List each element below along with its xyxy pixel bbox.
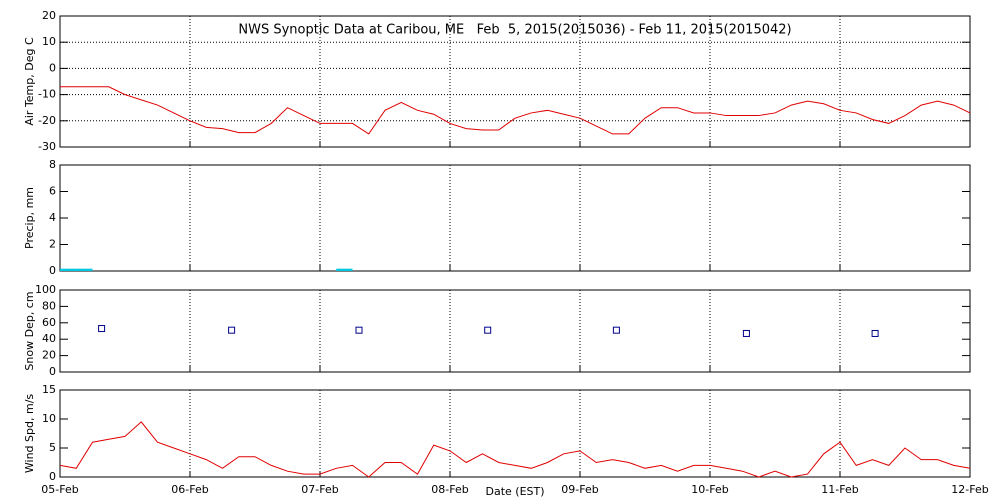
point [355, 326, 363, 334]
x-tick-label: 11-Feb [821, 483, 858, 496]
y-tick-label: 2 [49, 238, 56, 251]
bar [76, 268, 93, 271]
y-tick-label: 0 [49, 470, 56, 483]
y-tick-label: 40 [42, 332, 56, 345]
x-tick-label: 08-Feb [431, 483, 468, 496]
point [612, 326, 620, 334]
y-tick-label: 60 [42, 316, 56, 329]
y-tick-label: 10 [42, 412, 56, 425]
y-tick-label: 10 [42, 35, 56, 48]
point [98, 325, 106, 333]
y-tick-label: 0 [49, 365, 56, 378]
x-tick-label: 12-Feb [951, 483, 988, 496]
y-tick-label: 15 [42, 383, 56, 396]
x-tick-label: 07-Feb [301, 483, 338, 496]
y-tick-label: 20 [42, 349, 56, 362]
point [742, 329, 750, 337]
data-line [60, 86, 971, 135]
y-tick-label: 80 [42, 299, 56, 312]
plot-frame [59, 15, 971, 148]
bar [336, 268, 353, 271]
y-tick-label: 8 [49, 158, 56, 171]
y-tick-label: -20 [38, 114, 56, 127]
y-tick-label: 6 [49, 185, 56, 198]
y-tick-label: -10 [38, 88, 56, 101]
plot-frame [59, 389, 971, 478]
point [228, 326, 236, 334]
y-tick-label: 0 [49, 264, 56, 277]
plot-frame [59, 164, 971, 272]
y-axis-label: Air Temp, Deg C [23, 37, 36, 126]
bar [60, 268, 77, 271]
x-axis-label: Date (EST) [485, 485, 544, 498]
y-tick-label: 4 [49, 211, 56, 224]
chart-title: NWS Synoptic Data at Caribou, ME Feb 5, … [238, 23, 791, 38]
point [871, 329, 879, 337]
x-tick-label: 06-Feb [171, 483, 208, 496]
y-axis-label: Wind Spd, m/s [23, 394, 36, 474]
y-axis-label: Snow Dep, cm [23, 291, 36, 370]
y-axis-label: Precip, mm [23, 187, 36, 249]
point [484, 326, 492, 334]
y-tick-label: 20 [42, 9, 56, 22]
y-tick-label: -30 [38, 140, 56, 153]
x-tick-label: 09-Feb [561, 483, 598, 496]
y-tick-label: 5 [49, 441, 56, 454]
y-tick-label: 100 [35, 283, 56, 296]
x-tick-label: 05-Feb [41, 483, 78, 496]
plot-frame [59, 289, 971, 373]
x-tick-label: 10-Feb [691, 483, 728, 496]
y-tick-label: 0 [49, 61, 56, 74]
data-line [59, 421, 971, 478]
